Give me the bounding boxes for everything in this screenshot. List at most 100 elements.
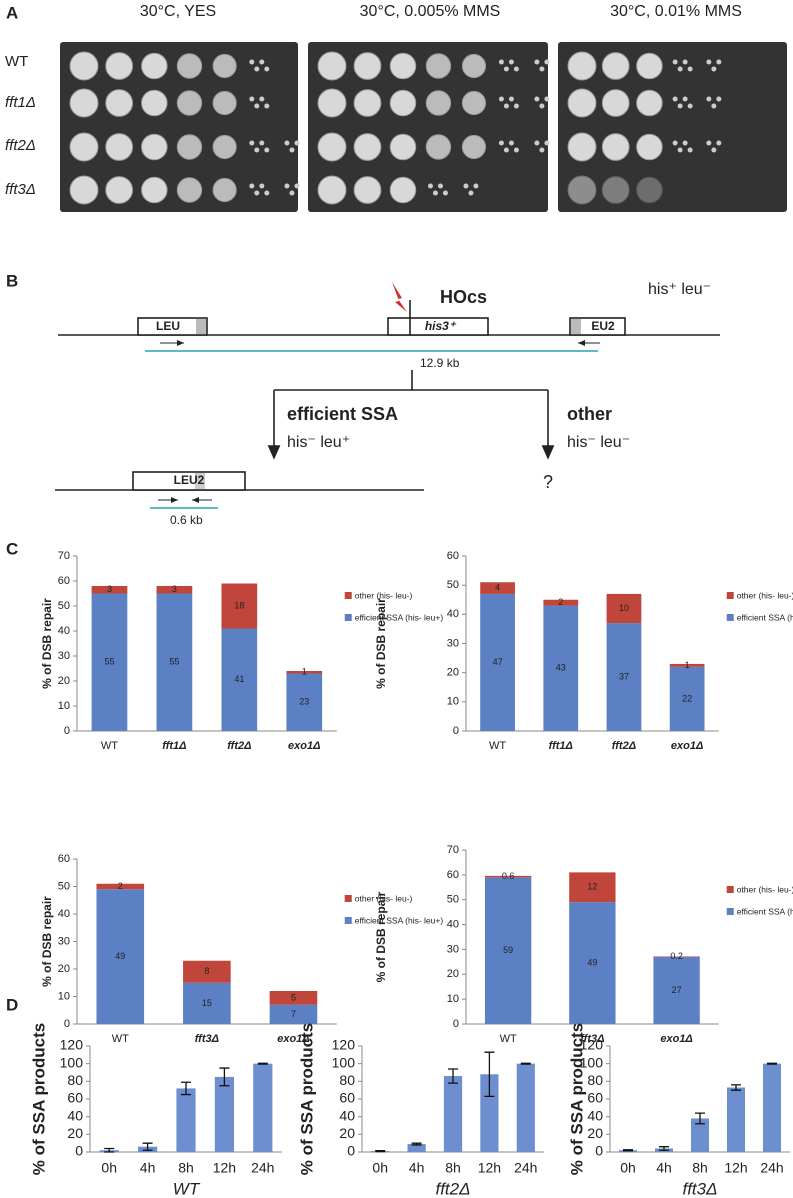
data-label: 41 [234, 674, 244, 684]
colony [503, 147, 509, 153]
y-tick-label: 40 [58, 625, 70, 637]
y-tick-label: 100 [332, 1054, 356, 1070]
colony [249, 59, 255, 65]
y-tick-label: 50 [58, 600, 70, 612]
colony [513, 147, 519, 153]
bar-segment [480, 593, 515, 731]
colony-spot [317, 51, 347, 81]
y-tick-label: 40 [339, 1107, 355, 1123]
error-bar [104, 1147, 115, 1153]
colony [264, 190, 270, 196]
x-axis-label: fft2Δ [435, 1179, 470, 1198]
bar-segment [569, 872, 616, 903]
colony-spot [105, 89, 134, 117]
column-title: 30°C, YES [140, 3, 216, 20]
colony [677, 66, 683, 72]
colony [442, 190, 448, 196]
colony [706, 59, 712, 65]
data-label: 22 [682, 693, 692, 703]
repeat [571, 319, 581, 334]
data-label: 18 [234, 600, 244, 610]
colony-spot [212, 90, 237, 116]
colony-spot [141, 89, 168, 117]
y-tick-label: 20 [447, 968, 459, 980]
x-tick-label: exo1Δ [671, 740, 703, 752]
y-tick-label: 80 [67, 1072, 83, 1088]
y-tick-label: 100 [580, 1054, 604, 1070]
colony-spot [567, 132, 597, 162]
gene-box [387, 317, 489, 336]
y-tick-label: 80 [587, 1072, 603, 1088]
bar [443, 1076, 463, 1152]
row-label: WT [5, 53, 28, 70]
x-tick-label: fft3Δ [580, 1033, 604, 1045]
y-tick-label: 10 [447, 993, 459, 1005]
y-tick-label: 20 [58, 963, 70, 975]
data-label: 55 [169, 657, 179, 667]
x-tick-label: 0h [620, 1160, 636, 1176]
data-label: 59 [503, 945, 513, 955]
colony [682, 96, 688, 102]
y-axis-label: % of SSA products [297, 1023, 316, 1175]
x-tick-label: WT [101, 740, 118, 752]
colony-spot [141, 52, 168, 80]
row-label: fft1Δ [5, 94, 36, 111]
colony [249, 96, 255, 102]
x-tick-label: 12h [478, 1160, 501, 1176]
y-tick-label: 50 [58, 880, 70, 892]
error-bar [731, 1084, 741, 1091]
y-axis-label: % of DSB repair [374, 891, 388, 982]
colony [672, 96, 678, 102]
y-tick-label: 40 [587, 1107, 603, 1123]
site-label: HOcs [440, 287, 487, 307]
bar-segment [269, 991, 318, 1005]
colony [544, 59, 550, 65]
bar [214, 1076, 234, 1152]
colony [284, 140, 290, 146]
colony [534, 140, 540, 146]
y-tick-label: 0 [595, 1143, 603, 1159]
colony [539, 66, 545, 72]
gene-label: LEU2 [174, 473, 205, 487]
y-tick-label: 120 [60, 1037, 84, 1053]
bar [727, 1087, 745, 1152]
colony-spot [176, 177, 203, 203]
colony [254, 190, 260, 196]
bar-segment [606, 593, 642, 624]
legend-label: efficient SSA (his- leu+) [737, 906, 793, 916]
x-tick-label: 4h [656, 1160, 672, 1176]
data-label: 47 [493, 657, 503, 667]
colony-spot [212, 134, 237, 160]
x-tick-label: 8h [445, 1160, 461, 1176]
error-bar [375, 1150, 386, 1153]
y-tick-label: 70 [447, 844, 459, 856]
legend-swatch [726, 592, 734, 599]
y-tick-label: 20 [339, 1125, 355, 1141]
data-label: 4 [495, 582, 500, 592]
colony-spot [353, 176, 382, 204]
column-title: 30°C, 0.005% MMS [360, 3, 501, 20]
repeat [195, 473, 205, 489]
plate [308, 42, 548, 212]
x-tick-label: 8h [692, 1160, 708, 1176]
colony [513, 66, 519, 72]
y-tick-label: 0 [453, 725, 459, 737]
data-label: 37 [619, 671, 629, 681]
colony-spot [425, 90, 452, 116]
y-tick-label: 30 [58, 650, 70, 662]
colony [254, 66, 260, 72]
y-tick-label: 70 [58, 550, 70, 562]
bar-segment [96, 889, 145, 1024]
y-tick-label: 10 [447, 696, 459, 708]
colony-spot [353, 133, 382, 161]
bar [763, 1063, 781, 1152]
colony [294, 140, 300, 146]
y-tick-label: 50 [447, 894, 459, 906]
y-tick-label: 60 [447, 869, 459, 881]
y-tick-label: 30 [58, 935, 70, 947]
y-tick-label: 0 [75, 1143, 83, 1159]
colony-spot [389, 89, 417, 117]
y-tick-label: 120 [332, 1037, 356, 1053]
colony-spot [317, 88, 347, 118]
x-tick-label: exo1Δ [277, 1033, 309, 1045]
